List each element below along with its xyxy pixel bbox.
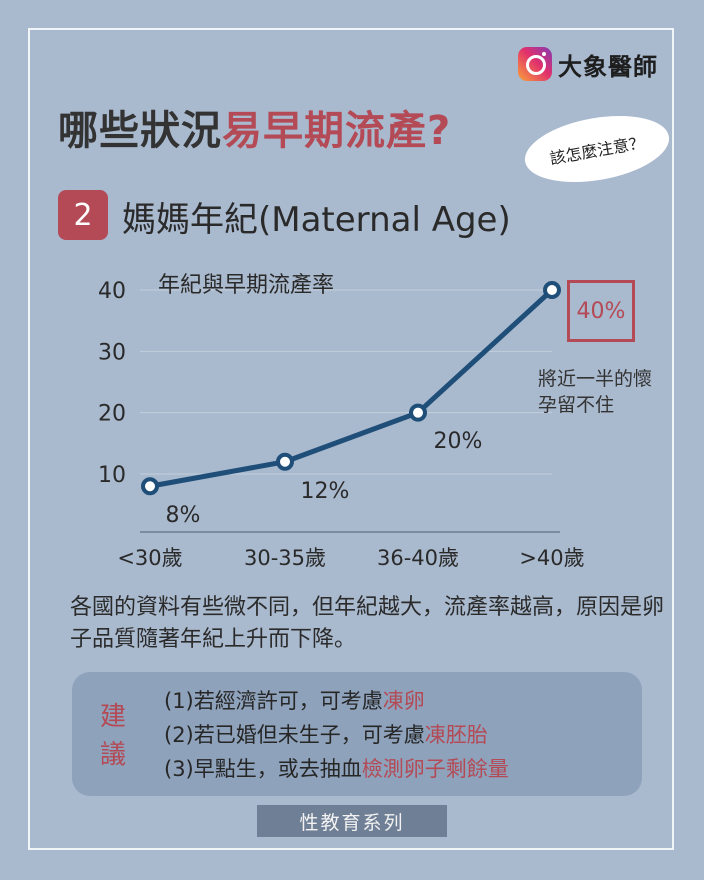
speech-bubble-text: 該怎麼注意？ [548,132,647,169]
highlight-box: 40% [567,280,635,342]
y-tick-label: 10 [98,463,126,488]
highlight-value: 40% [576,298,626,324]
y-tick-label: 40 [98,279,126,304]
callout-note: 將近一半的懷孕留不住 [538,368,653,416]
advice-list: (1)若經濟許可，可考慮凍卵 (2)若已婚但未生子，可考慮凍胚胎 (3)早點生，… [164,684,509,786]
advice-tag: 建議 [99,702,126,770]
advice-box: 建議 (1)若經濟許可，可考慮凍卵 (2)若已婚但未生子，可考慮凍胚胎 (3)早… [72,672,642,796]
title-part-2: 易早期流產? [222,108,452,154]
explanation-text: 各國的資料有些微不同，但年紀越大，流產率越高，原因是卵子品質隨著年紀上升而下降。 [70,595,665,652]
advice-item: (1)若經濟許可，可考慮凍卵 [164,684,509,718]
data-point [409,403,427,422]
data-label: 8% [166,503,201,528]
data-point [276,452,294,471]
page-title: 哪些狀況易早期流產? [58,98,451,156]
advice-text: (3)早點生，或去抽血 [164,757,362,781]
section-number-badge: 2 [58,190,108,240]
data-label: 12% [301,479,350,504]
data-point [141,477,159,496]
page-frame [28,28,674,850]
brand: 大象醫師 [518,46,658,82]
instagram-icon [518,47,552,81]
advice-text: (1)若經濟許可，可考慮 [164,689,383,713]
brand-name: 大象醫師 [558,52,658,81]
x-tick-label: 36-40歲 [377,546,459,570]
advice-item: (2)若已婚但未生子，可考慮凍胚胎 [164,718,509,752]
chart-title: 年紀與早期流產率 [158,273,334,298]
series-line [149,288,554,489]
x-tick-label: <30歲 [117,546,182,570]
y-tick-label: 20 [98,402,126,427]
advice-emphasis: 凍胚胎 [424,723,488,747]
advice-text: (2)若已婚但未生子，可考慮 [164,723,425,747]
data-label: 20% [434,429,483,454]
x-tick-label: >40歲 [519,546,584,570]
line-chart: 10 20 30 40 年紀與早期流產率 8% 12% 20% <30歲 30-35歲 36-40歲… [98,273,585,570]
series-label: 性教育系列 [257,805,447,837]
advice-emphasis: 檢測卵子剩餘量 [361,757,509,781]
data-point [543,281,561,299]
section-title: 媽媽年紀(Maternal Age) [122,200,511,240]
advice-emphasis: 凍卵 [382,689,425,713]
y-tick-label: 30 [98,340,126,365]
title-part-1: 哪些狀況 [58,108,222,154]
advice-item: (3)早點生，或去抽血檢測卵子剩餘量 [164,752,509,786]
x-tick-label: 30-35歲 [244,546,326,570]
